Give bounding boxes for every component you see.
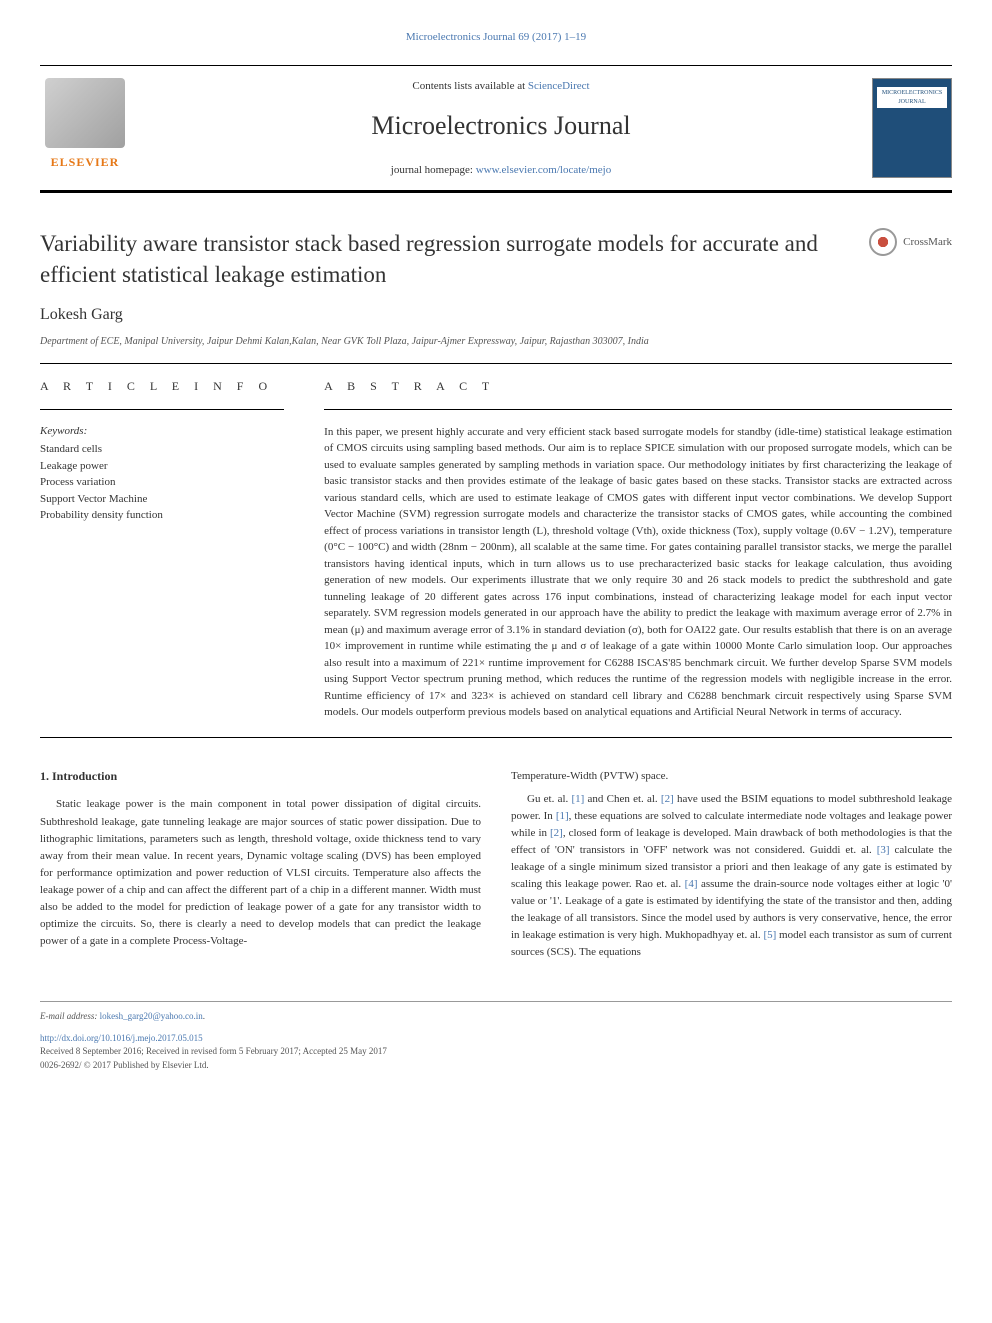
body-columns: 1. Introduction Static leakage power is …: [40, 768, 952, 962]
homepage-prefix: journal homepage:: [391, 164, 476, 176]
rule-above-abstract: [40, 363, 952, 364]
article-info-column: A R T I C L E I N F O Keywords: Standard…: [40, 378, 284, 721]
received-line: Received 8 September 2016; Received in r…: [40, 1045, 952, 1059]
cover-label: MICROELECTRONICS JOURNAL: [877, 87, 947, 108]
journal-homepage-line: journal homepage: www.elsevier.com/locat…: [130, 163, 872, 178]
journal-name: Microelectronics Journal: [130, 108, 872, 144]
homepage-link[interactable]: www.elsevier.com/locate/mejo: [476, 164, 612, 176]
journal-header: ELSEVIER Contents lists available at Sci…: [40, 65, 952, 193]
publisher-logo: ELSEVIER: [40, 78, 130, 178]
body-column-left: 1. Introduction Static leakage power is …: [40, 768, 481, 962]
article-info-heading: A R T I C L E I N F O: [40, 378, 284, 395]
abstract-column: A B S T R A C T In this paper, we presen…: [324, 378, 952, 721]
crossmark-icon: [869, 228, 897, 256]
crossmark-badge[interactable]: CrossMark: [869, 228, 952, 256]
keyword-item: Leakage power: [40, 458, 284, 475]
crossmark-label: CrossMark: [903, 235, 952, 250]
email-line: E-mail address: lokesh_garg20@yahoo.co.i…: [40, 1010, 952, 1024]
title-row: Variability aware transistor stack based…: [40, 228, 952, 290]
section-title: Introduction: [52, 769, 117, 783]
elsevier-tree-icon: [45, 78, 125, 148]
contents-available-line: Contents lists available at ScienceDirec…: [130, 79, 872, 94]
email-label: E-mail address:: [40, 1011, 100, 1021]
journal-reference: Microelectronics Journal 69 (2017) 1–19: [40, 30, 952, 45]
rule-under-info-heading: [40, 409, 284, 410]
section-heading-intro: 1. Introduction: [40, 768, 481, 785]
rule-under-abstract-heading: [324, 409, 952, 410]
abstract-text: In this paper, we present highly accurat…: [324, 424, 952, 721]
abstract-heading: A B S T R A C T: [324, 378, 952, 395]
copyright-line: 0026-2692/ © 2017 Published by Elsevier …: [40, 1059, 952, 1073]
citation-link[interactable]: [4]: [685, 878, 698, 890]
page-footer: E-mail address: lokesh_garg20@yahoo.co.i…: [40, 1001, 952, 1072]
citation-link[interactable]: [2]: [550, 827, 563, 839]
body-column-right: Temperature-Width (PVTW) space. Gu et. a…: [511, 768, 952, 962]
keyword-item: Process variation: [40, 474, 284, 491]
citation-link[interactable]: [5]: [763, 929, 776, 941]
keyword-item: Support Vector Machine: [40, 491, 284, 508]
keyword-item: Standard cells: [40, 441, 284, 458]
author-email-link[interactable]: lokesh_garg20@yahoo.co.in: [100, 1011, 203, 1021]
body-paragraph: Temperature-Width (PVTW) space. Gu et. a…: [511, 768, 952, 962]
keywords-label: Keywords:: [40, 424, 284, 439]
keyword-item: Probability density function: [40, 507, 284, 524]
rule-below-abstract: [40, 737, 952, 738]
intro-paragraph-2: Gu et. al. [1] and Chen et. al. [2] have…: [511, 791, 952, 961]
citation-link[interactable]: [2]: [661, 793, 674, 805]
doi-link[interactable]: http://dx.doi.org/10.1016/j.mejo.2017.05…: [40, 1033, 203, 1043]
info-abstract-row: A R T I C L E I N F O Keywords: Standard…: [40, 378, 952, 721]
body-paragraph: Static leakage power is the main compone…: [40, 796, 481, 949]
citation-link[interactable]: [1]: [571, 793, 584, 805]
header-center: Contents lists available at ScienceDirec…: [130, 79, 872, 178]
author-name: Lokesh Garg: [40, 304, 952, 326]
publisher-name: ELSEVIER: [51, 154, 120, 171]
author-affiliation: Department of ECE, Manipal University, J…: [40, 335, 952, 349]
citation-link[interactable]: [3]: [877, 844, 890, 856]
section-number: 1.: [40, 769, 49, 783]
pvtw-continuation: Temperature-Width (PVTW) space.: [511, 770, 668, 782]
sciencedirect-link[interactable]: ScienceDirect: [528, 80, 590, 92]
intro-paragraph-1: Static leakage power is the main compone…: [40, 796, 481, 949]
article-title: Variability aware transistor stack based…: [40, 228, 869, 290]
contents-prefix: Contents lists available at: [412, 80, 527, 92]
citation-link[interactable]: [1]: [556, 810, 569, 822]
doi-line: http://dx.doi.org/10.1016/j.mejo.2017.05…: [40, 1032, 952, 1046]
journal-cover-thumbnail: MICROELECTRONICS JOURNAL: [872, 78, 952, 178]
